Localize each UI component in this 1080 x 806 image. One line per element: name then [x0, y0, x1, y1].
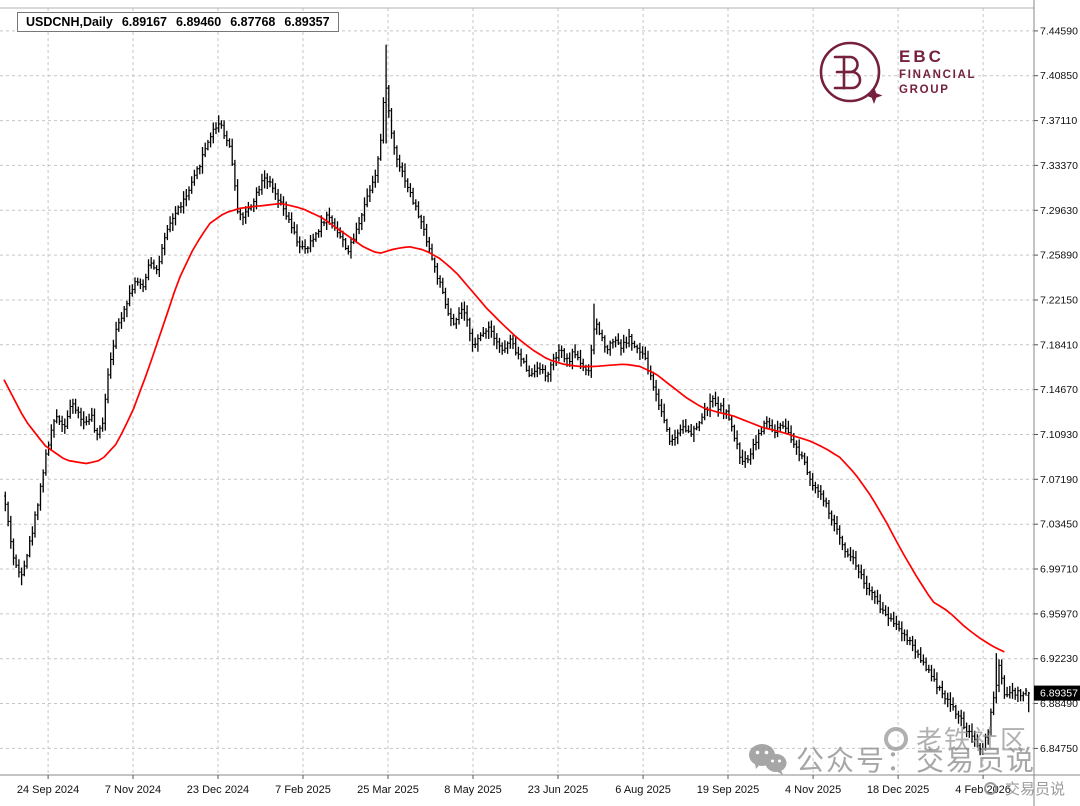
svg-text:19 Sep 2025: 19 Sep 2025	[697, 784, 759, 796]
high-value: 6.89460	[176, 15, 222, 29]
price-scale-background	[1035, 0, 1080, 806]
svg-text:4 Nov 2025: 4 Nov 2025	[785, 784, 841, 796]
close-value: 6.89357	[284, 15, 330, 29]
watermark-wechat-label: 公众号：交易员说	[796, 745, 1037, 776]
svg-text:23 Dec 2024: 23 Dec 2024	[187, 784, 249, 796]
svg-text:6.92230: 6.92230	[1040, 653, 1078, 665]
time-axis[interactable]: 24 Sep 2024 7 Nov 2024 23 Dec 2024 7 Feb 20…	[17, 775, 1011, 796]
svg-text:23 Jun 2025: 23 Jun 2025	[528, 784, 589, 796]
svg-text:25 Mar 2025: 25 Mar 2025	[357, 784, 419, 796]
candlestick-series	[4, 44, 1030, 756]
svg-text:7.14670: 7.14670	[1040, 384, 1078, 396]
svg-text:7.40850: 7.40850	[1040, 70, 1078, 82]
svg-text:7.25890: 7.25890	[1040, 250, 1078, 262]
svg-text:7.29630: 7.29630	[1040, 205, 1078, 217]
watermark-wechat: 公众号：交易员说	[748, 739, 1036, 779]
svg-text:7.37110: 7.37110	[1040, 115, 1077, 127]
ebc-logo: EBC FINANCIAL GROUP	[814, 34, 976, 110]
sparkle-icon	[865, 87, 883, 104]
svg-text:18 Dec 2025: 18 Dec 2025	[867, 784, 929, 796]
logo-brand-line3: GROUP	[899, 84, 950, 97]
grid-lines	[0, 8, 1034, 775]
svg-text:7.22150: 7.22150	[1040, 295, 1078, 307]
moving-average-line	[3, 202, 1005, 653]
watermark-community: 老铁社区	[884, 720, 1028, 757]
badge-icon	[984, 782, 997, 795]
svg-text:7.10930: 7.10930	[1040, 429, 1078, 441]
svg-text:7.44590: 7.44590	[1040, 25, 1078, 37]
symbol-label: USDCNH,Daily	[26, 15, 113, 29]
ebc-logo-icon	[819, 41, 883, 104]
current-price-tag: 6.89357	[1034, 685, 1080, 701]
logo-brand-name: EBC	[899, 47, 944, 67]
svg-text:6.89357: 6.89357	[1040, 688, 1078, 700]
watermark-community-label: 老铁社区	[916, 725, 1029, 755]
watermark-corner: 交易员说	[984, 778, 1065, 799]
svg-text:4 Feb 2026: 4 Feb 2026	[955, 784, 1011, 796]
wechat-icon	[749, 744, 787, 775]
open-value: 6.89167	[121, 15, 168, 29]
price-axis[interactable]: 7.44590 7.40850 7.37110 7.33370 7.29630 7.258…	[1034, 25, 1078, 755]
svg-text:24 Sep 2024: 24 Sep 2024	[17, 784, 79, 796]
community-icon	[884, 726, 908, 751]
svg-text:7.07190: 7.07190	[1040, 474, 1078, 486]
svg-text:7 Nov 2024: 7 Nov 2024	[105, 784, 161, 796]
svg-text:7.03450: 7.03450	[1040, 519, 1078, 531]
svg-text:6 Aug 2025: 6 Aug 2025	[615, 784, 671, 796]
svg-text:7 Feb 2025: 7 Feb 2025	[275, 784, 331, 796]
svg-text:6.95970: 6.95970	[1040, 608, 1078, 620]
svg-text:7.33370: 7.33370	[1040, 160, 1078, 172]
svg-text:7.18410: 7.18410	[1040, 339, 1078, 351]
chart-info-box: USDCNH,Daily 6.89167 6.89460 6.87768 6.8…	[17, 12, 339, 32]
low-value: 6.87768	[230, 15, 276, 29]
svg-text:6.99710: 6.99710	[1040, 564, 1078, 576]
logo-brand-line2: FINANCIAL	[899, 69, 977, 82]
svg-text:8 May 2025: 8 May 2025	[444, 784, 501, 796]
watermark-corner-label: 交易员说	[1005, 781, 1066, 798]
svg-text:6.88490: 6.88490	[1040, 698, 1078, 710]
svg-text:6.84750: 6.84750	[1040, 743, 1078, 755]
